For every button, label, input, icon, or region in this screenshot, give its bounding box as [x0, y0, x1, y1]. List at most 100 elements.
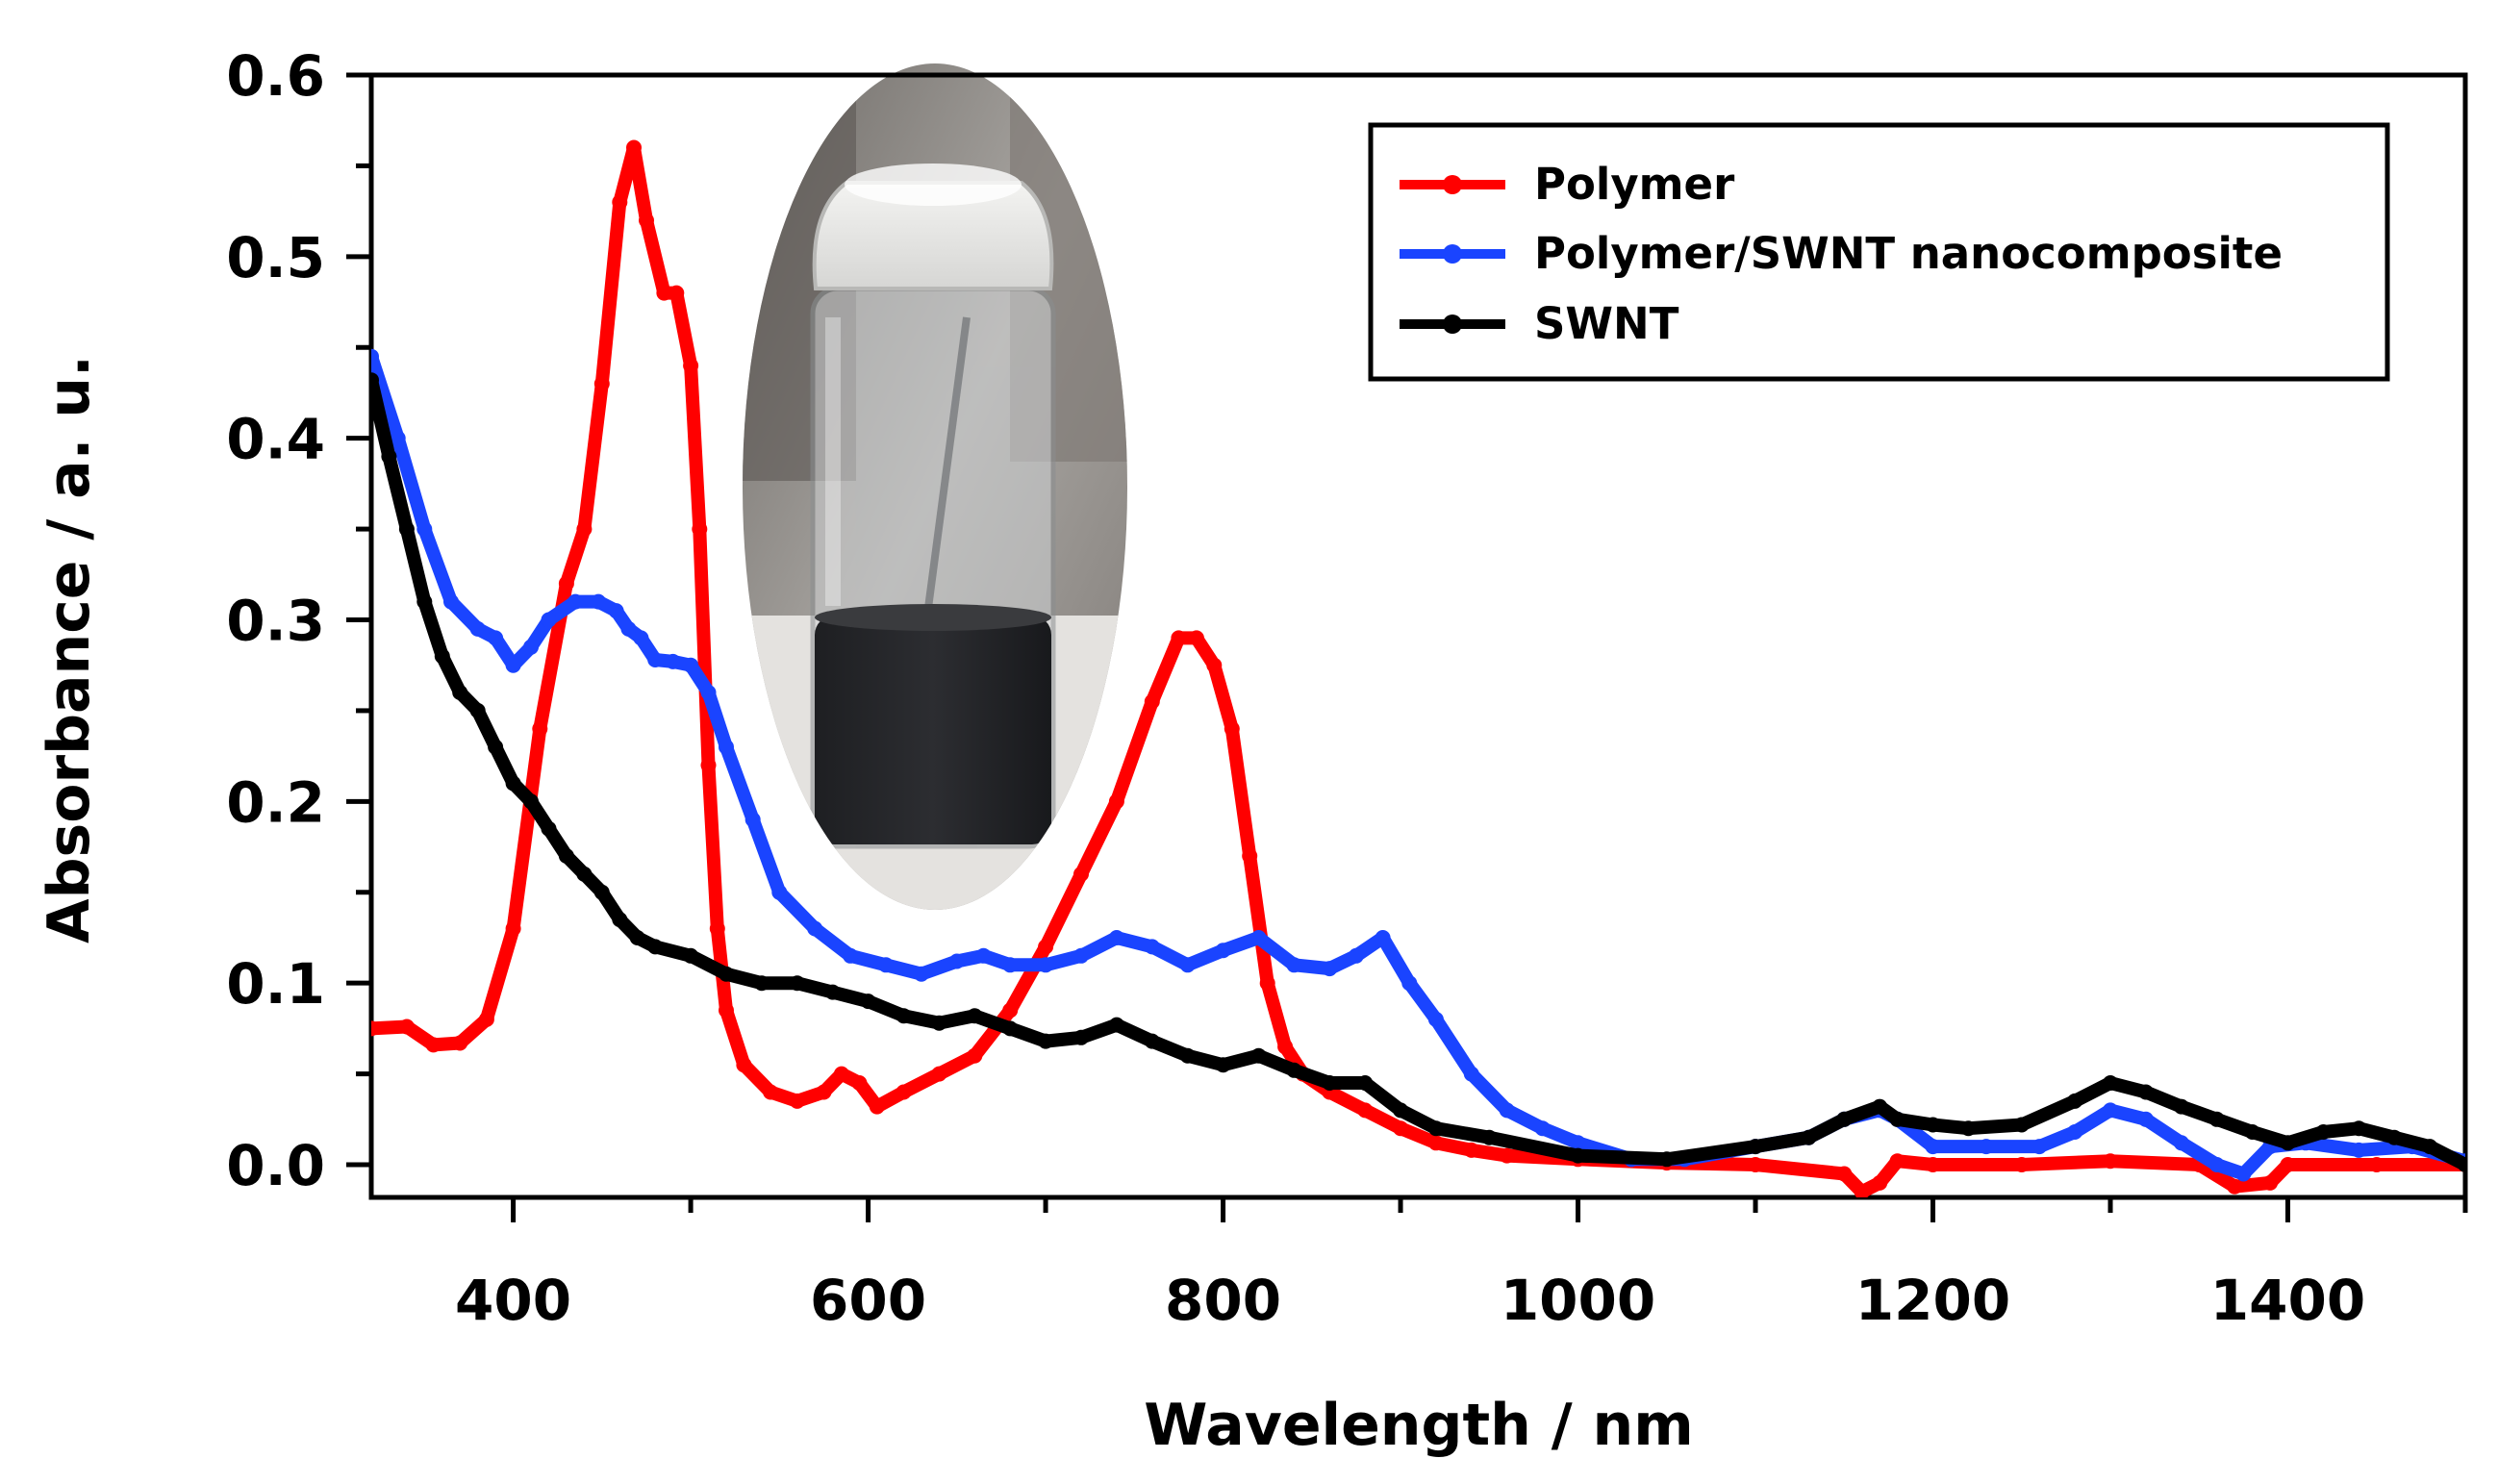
data-point — [736, 1057, 752, 1073]
data-point — [1144, 939, 1160, 955]
data-point — [967, 1008, 983, 1024]
data-point — [371, 348, 379, 365]
data-point — [896, 1084, 912, 1100]
data-point — [1854, 1184, 1870, 1197]
data-point — [1889, 1111, 1905, 1127]
data-point — [1108, 930, 1124, 945]
data-point — [700, 757, 717, 773]
data-point — [1259, 975, 1275, 992]
x-tick-label: 400 — [455, 1268, 571, 1333]
data-point — [1889, 1153, 1905, 1170]
data-point — [851, 1075, 868, 1091]
legend-item: Polymer — [1400, 159, 1735, 210]
data-point — [869, 1098, 885, 1115]
data-point — [2422, 1139, 2438, 1155]
data-point — [1463, 1142, 1479, 1158]
data-point — [833, 1066, 849, 1082]
data-point — [2137, 1084, 2154, 1100]
data-point — [2103, 1153, 2118, 1170]
data-point — [931, 1066, 947, 1082]
data-point — [1002, 1002, 1019, 1019]
data-point — [753, 975, 770, 992]
data-point — [1215, 943, 1231, 959]
data-point — [878, 957, 894, 973]
data-point — [434, 648, 450, 665]
data-point — [1073, 1029, 1089, 1045]
data-point — [2031, 1139, 2048, 1155]
data-point — [1872, 1098, 1888, 1115]
data-point — [591, 593, 607, 610]
data-point — [843, 947, 859, 964]
data-point — [1357, 1102, 1374, 1119]
data-point — [1002, 1020, 1019, 1037]
data-point — [1534, 1120, 1551, 1137]
data-point — [683, 657, 699, 673]
data-point — [1002, 957, 1019, 973]
data-point — [2235, 1166, 2252, 1182]
data-point — [1179, 1047, 1196, 1064]
data-point — [626, 139, 642, 156]
data-point — [2067, 1124, 2083, 1140]
data-point — [416, 593, 433, 610]
data-point — [568, 593, 584, 610]
x-tick-label: 1000 — [1501, 1268, 1655, 1333]
data-point — [1427, 1120, 1444, 1137]
data-point — [683, 358, 699, 374]
data-point — [771, 884, 788, 900]
data-point — [1224, 720, 1240, 737]
data-point — [1144, 1033, 1160, 1049]
data-point — [665, 653, 681, 669]
x-axis: 400 600 800 1000 1200 1400 — [455, 1197, 2468, 1333]
data-point — [1206, 657, 1223, 673]
data-point — [612, 912, 628, 928]
data-point — [532, 720, 548, 737]
data-point — [2227, 1178, 2243, 1195]
data-point — [1286, 957, 1302, 973]
data-point — [1242, 848, 1258, 864]
y-tick-label: 0.3 — [226, 589, 325, 654]
data-point — [1748, 1139, 1763, 1155]
data-point — [1836, 1111, 1853, 1127]
data-point — [683, 947, 699, 964]
data-point — [2368, 1157, 2384, 1172]
data-point — [1925, 1117, 1941, 1133]
data-point — [620, 620, 637, 637]
data-point — [1073, 947, 1089, 964]
series-0 — [371, 139, 2465, 1197]
data-point — [1427, 1135, 1444, 1151]
data-point — [416, 521, 433, 538]
legend-label: SWNT — [1534, 298, 1679, 349]
data-point — [763, 1084, 779, 1100]
data-point — [576, 866, 593, 882]
data-point — [1322, 1075, 1338, 1091]
data-point — [1499, 1147, 1515, 1164]
data-point — [669, 285, 685, 301]
data-point — [523, 793, 539, 810]
data-point — [469, 620, 486, 637]
legend-item: Polymer/SWNT nanocomposite — [1400, 228, 2283, 279]
data-point — [398, 521, 415, 538]
data-point — [656, 285, 672, 301]
data-point — [381, 448, 397, 465]
x-axis-title: Wavelength / nm — [1144, 1392, 1694, 1459]
data-point — [1348, 947, 1364, 964]
data-point — [488, 630, 504, 646]
data-point — [1108, 1017, 1124, 1033]
data-point — [807, 920, 823, 937]
data-point — [2208, 1157, 2225, 1172]
legend: Polymer Polymer/SWNT nanocomposite SWNT — [1368, 122, 2390, 382]
data-point — [913, 966, 929, 982]
data-point — [816, 1084, 832, 1100]
data-point — [478, 1011, 494, 1027]
data-point — [1748, 1157, 1763, 1172]
data-point — [1836, 1166, 1853, 1182]
data-point — [1073, 866, 1089, 882]
data-point — [612, 194, 628, 211]
series-line — [371, 349, 2465, 1181]
data-point — [1925, 1139, 1941, 1155]
data-point — [425, 1037, 442, 1053]
data-point — [1357, 1075, 1374, 1091]
data-point — [505, 775, 521, 792]
data-point — [593, 884, 610, 900]
data-point — [390, 430, 406, 446]
